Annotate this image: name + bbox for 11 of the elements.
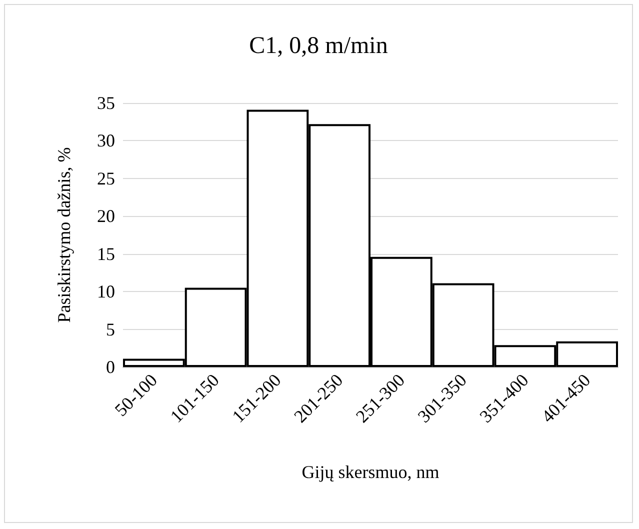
y-tick-label: 35 [97,93,115,113]
x-axis-title: Gijų skersmuo, nm [302,462,440,482]
y-tick-label: 5 [106,319,115,340]
y-tick-label: 20 [97,206,115,226]
y-tick-label: 0 [106,357,115,377]
y-tick-label: 25 [97,168,115,188]
y-tick-label: 10 [97,282,115,302]
y-axis-title: Pasiskirstymo dažnis, % [54,147,74,323]
chart-title: C1, 0,8 m/min [249,33,388,59]
y-tick-label: 30 [97,130,115,151]
y-tick-label: 15 [97,244,115,264]
